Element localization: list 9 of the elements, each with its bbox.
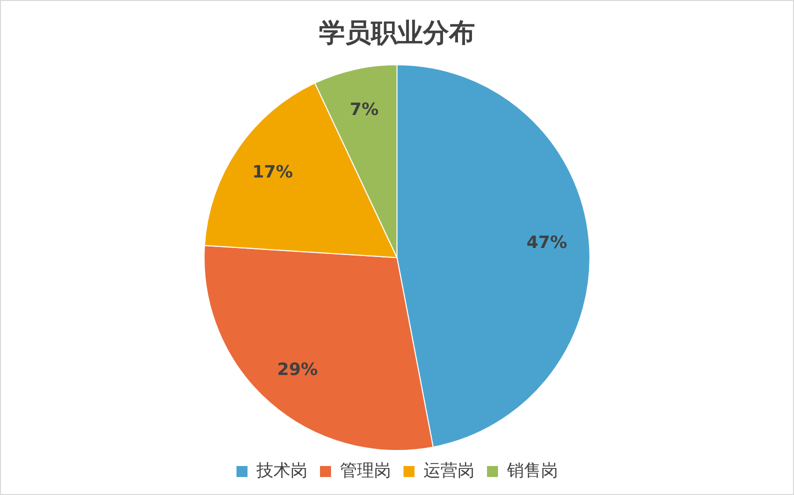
data-label: 17% xyxy=(252,162,293,182)
data-label: 47% xyxy=(526,232,568,253)
chart-title: 学员职业分布 xyxy=(319,18,475,48)
data-label: 29% xyxy=(277,360,318,380)
legend-label: 销售岗 xyxy=(506,460,558,481)
legend-label: 运营岗 xyxy=(424,460,474,481)
legend-label: 管理岗 xyxy=(340,460,391,481)
legend-label: 技术岗 xyxy=(256,460,308,481)
data-label: 7% xyxy=(350,100,379,120)
